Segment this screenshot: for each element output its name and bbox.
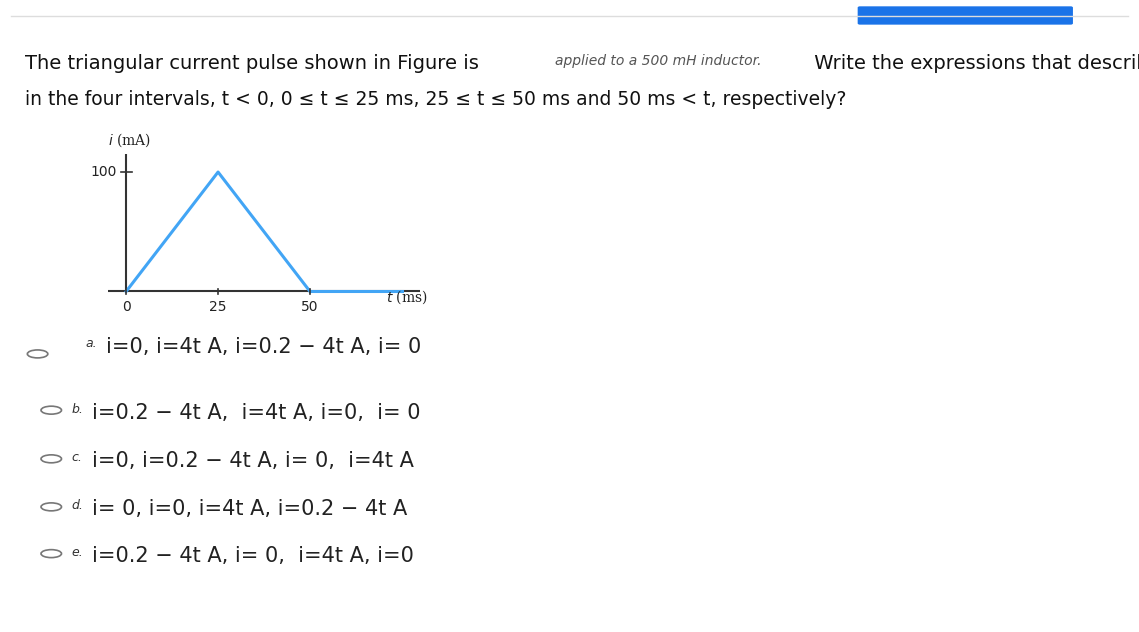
Text: c.: c. (72, 451, 83, 465)
Text: b.: b. (72, 403, 83, 416)
Text: i=0.2 − 4t A, i= 0,  i=4t A, i=0: i=0.2 − 4t A, i= 0, i=4t A, i=0 (92, 546, 415, 566)
Text: The triangular current pulse shown in Figure is: The triangular current pulse shown in Fi… (25, 54, 485, 73)
Text: applied to a 500 mH inductor.: applied to a 500 mH inductor. (555, 54, 761, 68)
FancyBboxPatch shape (858, 6, 1073, 25)
Text: 50: 50 (301, 300, 319, 313)
Text: a.: a. (85, 337, 97, 350)
Text: e.: e. (72, 546, 83, 559)
Text: i= 0, i=0, i=4t A, i=0.2 − 4t A: i= 0, i=0, i=4t A, i=0.2 − 4t A (92, 499, 408, 520)
Text: $i$ (mA): $i$ (mA) (108, 131, 151, 149)
Text: i=0, i=0.2 − 4t A, i= 0,  i=4t A: i=0, i=0.2 − 4t A, i= 0, i=4t A (92, 451, 415, 471)
Text: 0: 0 (122, 300, 131, 313)
Text: i=0.2 − 4t A,  i=4t A, i=0,  i= 0: i=0.2 − 4t A, i=4t A, i=0, i= 0 (92, 403, 420, 423)
Text: $t$ (ms): $t$ (ms) (386, 288, 427, 306)
Text: 25: 25 (210, 300, 227, 313)
Text: i=0, i=4t A, i=0.2 − 4t A, i= 0: i=0, i=4t A, i=0.2 − 4t A, i= 0 (106, 337, 421, 357)
Text: 100: 100 (91, 165, 117, 179)
Text: in the four intervals, t < 0, 0 ≤ t ≤ 25 ms, 25 ≤ t ≤ 50 ms and 50 ms < t, respe: in the four intervals, t < 0, 0 ≤ t ≤ 25… (25, 90, 846, 109)
Text: Write the expressions that describe: Write the expressions that describe (808, 54, 1139, 73)
Text: d.: d. (72, 499, 83, 513)
